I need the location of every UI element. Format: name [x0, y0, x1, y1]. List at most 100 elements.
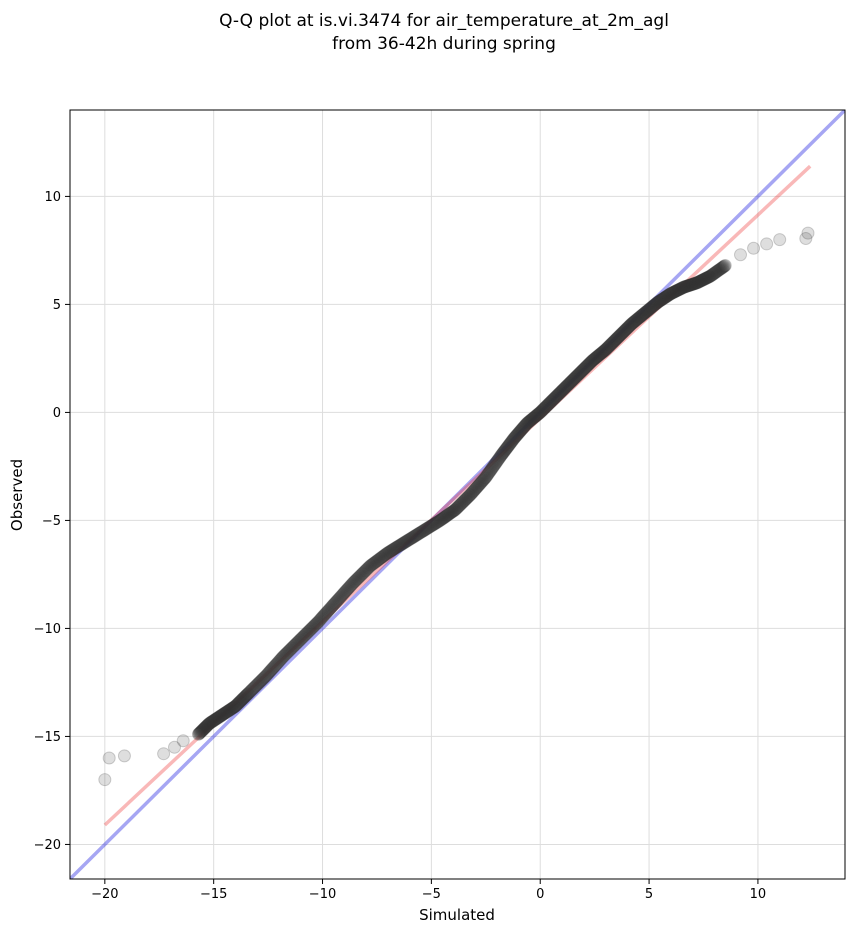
- qq-point: [626, 316, 640, 330]
- qq-point: [445, 505, 459, 519]
- qq-point: [555, 384, 569, 398]
- qq-point: [327, 597, 341, 611]
- qq-point: [711, 263, 725, 277]
- qq-point: [233, 694, 247, 708]
- qq-point: [502, 438, 516, 452]
- qq-point: [347, 575, 361, 589]
- qq-point: [192, 726, 206, 740]
- qq-point: [237, 691, 251, 705]
- qq-point: [270, 657, 284, 671]
- qq-point: [202, 716, 216, 730]
- qq-point: [239, 689, 253, 703]
- y-axis-label: Observed: [8, 459, 26, 531]
- y-tick-label: 5: [53, 298, 61, 313]
- qq-point: [241, 687, 255, 701]
- qq-point: [215, 708, 229, 722]
- qq-point: [335, 588, 349, 602]
- qq-point: [197, 722, 211, 736]
- qq-point: [676, 280, 690, 294]
- qq-point: [310, 617, 324, 631]
- qq-point: [467, 484, 481, 498]
- qq-point: [506, 433, 520, 447]
- qq-point: [656, 292, 670, 306]
- qq-point: [707, 266, 721, 280]
- qq-point: [378, 548, 392, 562]
- qq-point: [214, 709, 228, 723]
- qq-point: [611, 330, 625, 344]
- qq-point: [368, 555, 382, 569]
- qq-point: [514, 423, 528, 437]
- qq-point: [290, 636, 304, 650]
- qq-point: [236, 692, 250, 706]
- qq-point: [424, 519, 438, 533]
- qq-point: [583, 356, 597, 370]
- qq-point: [396, 536, 410, 550]
- qq-point: [528, 409, 542, 423]
- qq-point: [287, 639, 301, 653]
- qq-point: [465, 486, 479, 500]
- gridlines: [70, 110, 845, 879]
- qq-point: [540, 399, 554, 413]
- qq-point: [406, 530, 420, 544]
- qq-point: [348, 574, 362, 588]
- qq-point: [685, 278, 699, 292]
- qq-point: [363, 560, 377, 574]
- qq-point: [646, 299, 660, 313]
- qq-point: [196, 722, 210, 736]
- qq-point: [621, 320, 635, 334]
- qq-point: [501, 439, 515, 453]
- x-tick-label: −5: [422, 887, 441, 902]
- qq-point: [651, 295, 665, 309]
- qq-point: [359, 563, 373, 577]
- qq-point: [248, 680, 262, 694]
- qq-point: [703, 269, 717, 283]
- qq-point: [487, 458, 501, 472]
- qq-point: [473, 477, 487, 491]
- qq-point: [341, 581, 355, 595]
- qq-point: [693, 274, 707, 288]
- qq-point: [409, 528, 423, 542]
- qq-point: [628, 314, 642, 328]
- fit-line: [103, 164, 812, 827]
- qq-point: [666, 285, 680, 299]
- qq-point: [455, 496, 469, 510]
- qq-point: [484, 463, 498, 477]
- qq-point: [297, 629, 311, 643]
- qq-point: [718, 259, 732, 273]
- qq-point: [268, 659, 282, 673]
- qq-point: [626, 315, 640, 329]
- qq-point: [595, 346, 609, 360]
- qq-point: [505, 434, 519, 448]
- qq-point: [437, 510, 451, 524]
- qq-point: [282, 644, 296, 658]
- qq-point: [651, 295, 665, 309]
- qq-point: [318, 608, 332, 622]
- qq-point: [532, 406, 546, 420]
- qq-point: [213, 709, 227, 723]
- qq-point: [553, 385, 567, 399]
- qq-point: [658, 290, 672, 304]
- qq-point: [616, 326, 630, 340]
- qq-point: [692, 275, 706, 289]
- qq-point: [344, 579, 358, 593]
- qq-point: [604, 337, 618, 351]
- qq-point: [540, 398, 554, 412]
- qq-point: [618, 324, 632, 338]
- qq-point: [583, 357, 597, 371]
- qq-point: [599, 342, 613, 356]
- qq-point: [640, 304, 654, 318]
- qq-point: [613, 329, 627, 343]
- qq-point: [257, 671, 271, 685]
- qq-point: [431, 515, 445, 529]
- qq-point: [302, 624, 316, 638]
- qq-point: [609, 333, 623, 347]
- qq-point: [289, 637, 303, 651]
- qq-point: [607, 334, 621, 348]
- qq-point: [650, 296, 664, 310]
- qq-point: [597, 344, 611, 358]
- qq-point: [599, 343, 613, 357]
- qq-point: [773, 233, 787, 247]
- qq-point: [212, 710, 226, 724]
- qq-point: [674, 282, 688, 296]
- qq-point: [259, 669, 273, 683]
